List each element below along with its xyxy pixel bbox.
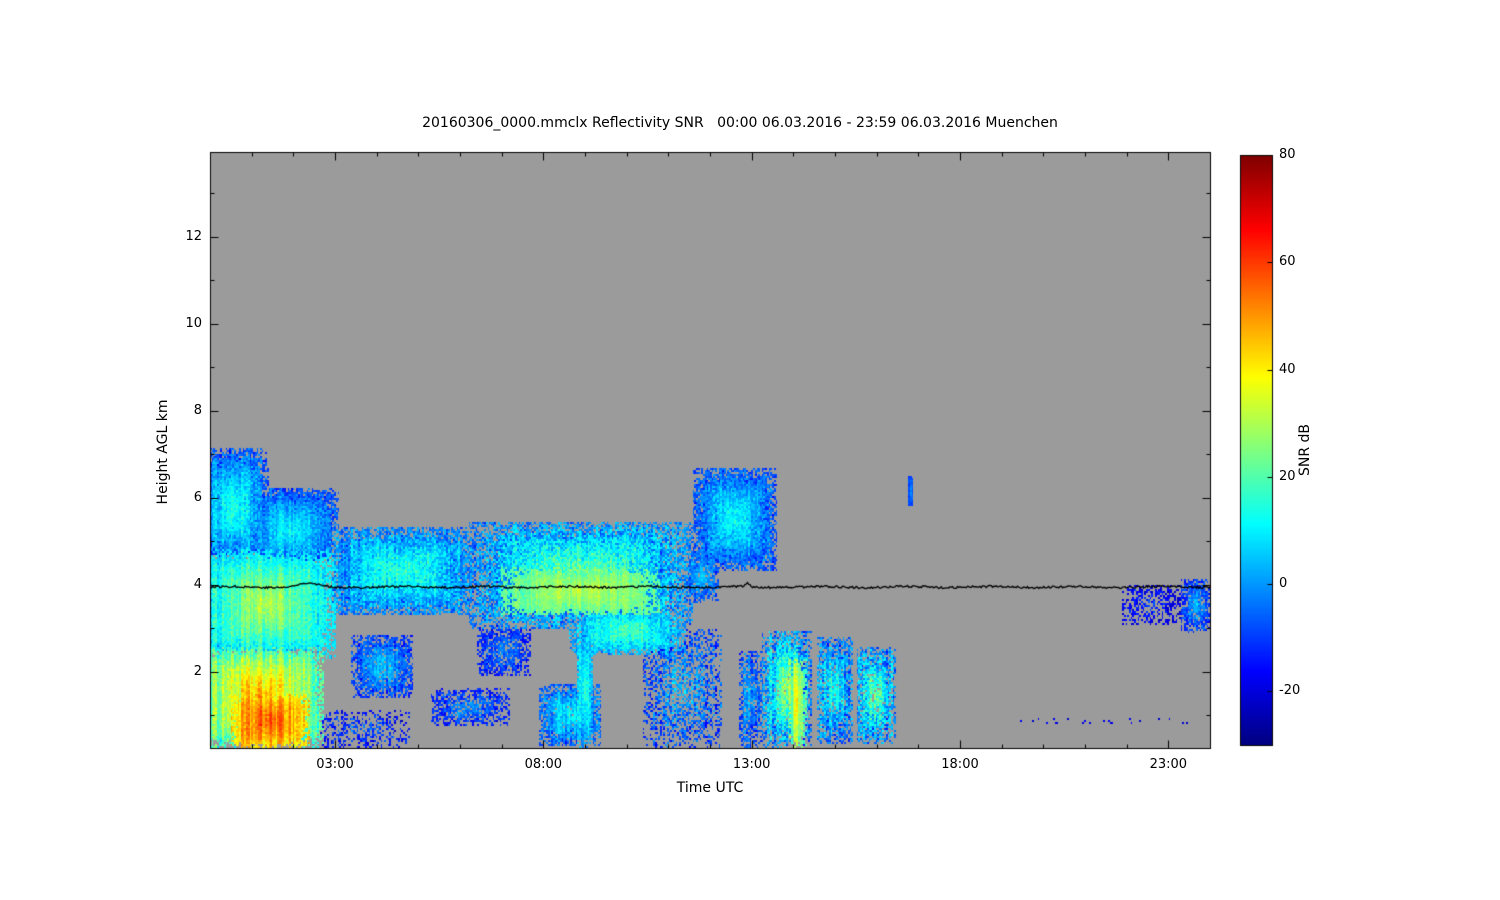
y-tick-label: 10	[185, 315, 202, 331]
x-tick-label: 08:00	[524, 757, 563, 772]
colorbar-tick-label: 80	[1279, 147, 1296, 162]
colorbar-tick-label: 0	[1279, 576, 1288, 592]
x-tick-label: 03:00	[316, 757, 354, 772]
x-tick-label: 18:00	[941, 757, 979, 772]
colorbar-tick-label: 40	[1279, 361, 1296, 377]
colorbar-tick-label: 60	[1279, 254, 1296, 270]
y-tick-label: 2	[193, 663, 202, 679]
x-tick-label: 23:00	[1149, 757, 1188, 772]
y-tick-label: 4	[193, 576, 202, 592]
chart-title: 20160306_0000.mmclx Reflectivity SNR 00:…	[422, 115, 1058, 131]
y-tick-label: 12	[185, 228, 202, 244]
x-axis-label: Time UTC	[676, 780, 744, 796]
colorbar-tick-label: -20	[1279, 683, 1301, 699]
x-tick-label: 13:00	[732, 757, 771, 772]
y-tick-label: 8	[193, 402, 202, 418]
colorbar-tick-label: 20	[1279, 468, 1296, 484]
y-tick-label: 6	[193, 489, 202, 505]
